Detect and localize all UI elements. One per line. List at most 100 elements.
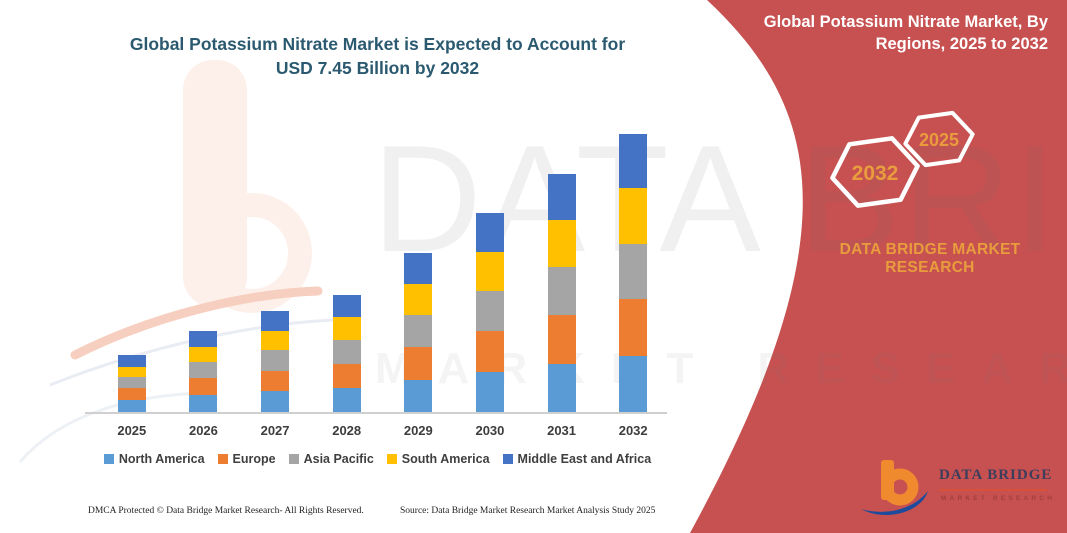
x-axis-label-2027: 2027 bbox=[260, 423, 290, 438]
banner-title-line2: Regions, 2025 to 2032 bbox=[875, 35, 1048, 53]
plot-area bbox=[96, 120, 669, 413]
bar-segment-south-america bbox=[117, 366, 146, 378]
dbmr-logo-mark-icon bbox=[861, 460, 928, 516]
chart-title-line1: Global Potassium Nitrate Market is Expec… bbox=[129, 34, 626, 54]
footer-source-text: Source: Data Bridge Market Research Mark… bbox=[400, 506, 656, 516]
x-axis-label-2031: 2031 bbox=[547, 423, 577, 438]
chart-title: Global Potassium Nitrate Market is Expec… bbox=[105, 32, 650, 80]
bar-segment-middle-east-and-africa bbox=[117, 354, 146, 367]
bar-segment-north-america bbox=[189, 395, 218, 413]
bar-segment-asia-pacific bbox=[619, 244, 648, 299]
bar-segment-europe bbox=[404, 346, 433, 380]
hexagon-2025 bbox=[903, 110, 975, 168]
legend-item-europe: Europe bbox=[217, 452, 276, 466]
legend-item-south-america: South America bbox=[386, 452, 490, 466]
bar-segment-north-america bbox=[332, 387, 361, 413]
bar-segment-south-america bbox=[189, 346, 218, 363]
hexagons-graphic: 2032 2025 bbox=[830, 110, 975, 208]
legend-item-north-america: North America bbox=[103, 452, 205, 466]
legend-label: Europe bbox=[232, 452, 276, 466]
bar-segment-south-america bbox=[332, 317, 361, 341]
x-axis-label-2032: 2032 bbox=[618, 423, 648, 438]
legend: North America Europe Asia Pacific South Ame… bbox=[85, 452, 670, 466]
bar-cell-2029 bbox=[383, 120, 455, 413]
x-axis-label-2028: 2028 bbox=[332, 423, 362, 438]
bar-segment-middle-east-and-africa bbox=[404, 253, 433, 284]
stacked-bar-2026 bbox=[189, 330, 218, 413]
bar-segment-europe bbox=[332, 363, 361, 388]
stacked-bar-2027 bbox=[261, 311, 290, 413]
logo-swoosh bbox=[861, 491, 928, 516]
bar-segment-north-america bbox=[475, 371, 504, 413]
x-axis-label-2026: 2026 bbox=[188, 423, 218, 438]
legend-label: Asia Pacific bbox=[303, 452, 374, 466]
legend-item-asia-pacific: Asia Pacific bbox=[288, 452, 374, 466]
bars-row bbox=[96, 120, 669, 413]
bar-segment-north-america bbox=[404, 379, 433, 413]
hexagon-2032-label: 2032 bbox=[852, 162, 899, 185]
bar-segment-south-america bbox=[547, 220, 576, 268]
bar-segment-middle-east-and-africa bbox=[475, 213, 504, 252]
x-axis-label-2030: 2030 bbox=[475, 423, 505, 438]
dbmr-logo-name: DATA BRIDGE bbox=[939, 467, 1053, 483]
bar-segment-middle-east-and-africa bbox=[261, 311, 290, 331]
bar-segment-europe bbox=[475, 331, 504, 372]
bar-segment-asia-pacific bbox=[117, 377, 146, 388]
bar-cell-2025 bbox=[96, 120, 168, 413]
bar-segment-north-america bbox=[261, 391, 290, 413]
legend-label: South America bbox=[401, 452, 490, 466]
bar-segment-europe bbox=[547, 315, 576, 364]
legend-label: Middle East and Africa bbox=[517, 452, 652, 466]
banner-title: Global Potassium Nitrate Market, By Regi… bbox=[745, 11, 1048, 55]
bar-segment-north-america bbox=[619, 356, 648, 413]
bar-segment-south-america bbox=[475, 251, 504, 292]
bar-segment-asia-pacific bbox=[547, 267, 576, 316]
hexagon-2032 bbox=[830, 136, 920, 208]
logo-b-bowl bbox=[881, 468, 919, 506]
bar-segment-north-america bbox=[117, 400, 146, 413]
bar-cell-2028 bbox=[311, 120, 383, 413]
dbmr-logo-subtitle: MARKET RESEARCH bbox=[941, 495, 1056, 502]
x-axis-label-2029: 2029 bbox=[403, 423, 433, 438]
banner-title-line1: Global Potassium Nitrate Market, By bbox=[763, 13, 1048, 31]
stacked-bar-2025 bbox=[117, 354, 146, 413]
bar-cell-2031 bbox=[526, 120, 598, 413]
banner-brand-name: DATA BRIDGE MARKET RESEARCH bbox=[820, 241, 1040, 277]
dbmr-logo: DATA BRIDGE MARKET RESEARCH bbox=[855, 455, 1067, 527]
bar-segment-middle-east-and-africa bbox=[547, 174, 576, 221]
bar-segment-europe bbox=[261, 370, 290, 392]
stacked-bar-2031 bbox=[547, 174, 576, 413]
bar-cell-2027 bbox=[239, 120, 311, 413]
bar-cell-2026 bbox=[168, 120, 240, 413]
legend-item-middle-east-and-africa: Middle East and Africa bbox=[502, 452, 652, 466]
x-axis-label-2025: 2025 bbox=[117, 423, 147, 438]
bar-segment-asia-pacific bbox=[475, 291, 504, 332]
legend-swatch-icon bbox=[103, 454, 114, 464]
bar-segment-europe bbox=[189, 378, 218, 395]
bar-cell-2030 bbox=[454, 120, 526, 413]
legend-swatch-icon bbox=[288, 454, 299, 464]
x-axis-line bbox=[85, 412, 667, 414]
legend-swatch-icon bbox=[217, 454, 228, 464]
dbmr-logo-underline bbox=[939, 489, 1047, 491]
footer-dmca-text: DMCA Protected © Data Bridge Market Rese… bbox=[88, 506, 364, 516]
x-axis-labels: 2025 2026 2027 2028 2029 2030 2031 2032 bbox=[96, 423, 669, 438]
bar-segment-south-america bbox=[404, 283, 433, 316]
stacked-bar-2029 bbox=[404, 253, 433, 413]
bar-segment-asia-pacific bbox=[404, 315, 433, 347]
bar-segment-middle-east-and-africa bbox=[619, 134, 648, 188]
bar-segment-north-america bbox=[547, 363, 576, 413]
legend-swatch-icon bbox=[502, 454, 513, 464]
bar-segment-south-america bbox=[619, 187, 648, 245]
bar-segment-asia-pacific bbox=[189, 362, 218, 379]
bar-cell-2032 bbox=[597, 120, 669, 413]
chart-title-line2: USD 7.45 Billion by 2032 bbox=[275, 58, 480, 78]
bar-segment-middle-east-and-africa bbox=[332, 295, 361, 318]
hexagon-2025-label: 2025 bbox=[919, 130, 959, 150]
bar-segment-middle-east-and-africa bbox=[189, 330, 218, 347]
bar-segment-europe bbox=[619, 298, 648, 357]
watermark-swoosh bbox=[70, 286, 323, 360]
stacked-bar-2030 bbox=[475, 213, 504, 413]
bar-segment-asia-pacific bbox=[261, 350, 290, 371]
